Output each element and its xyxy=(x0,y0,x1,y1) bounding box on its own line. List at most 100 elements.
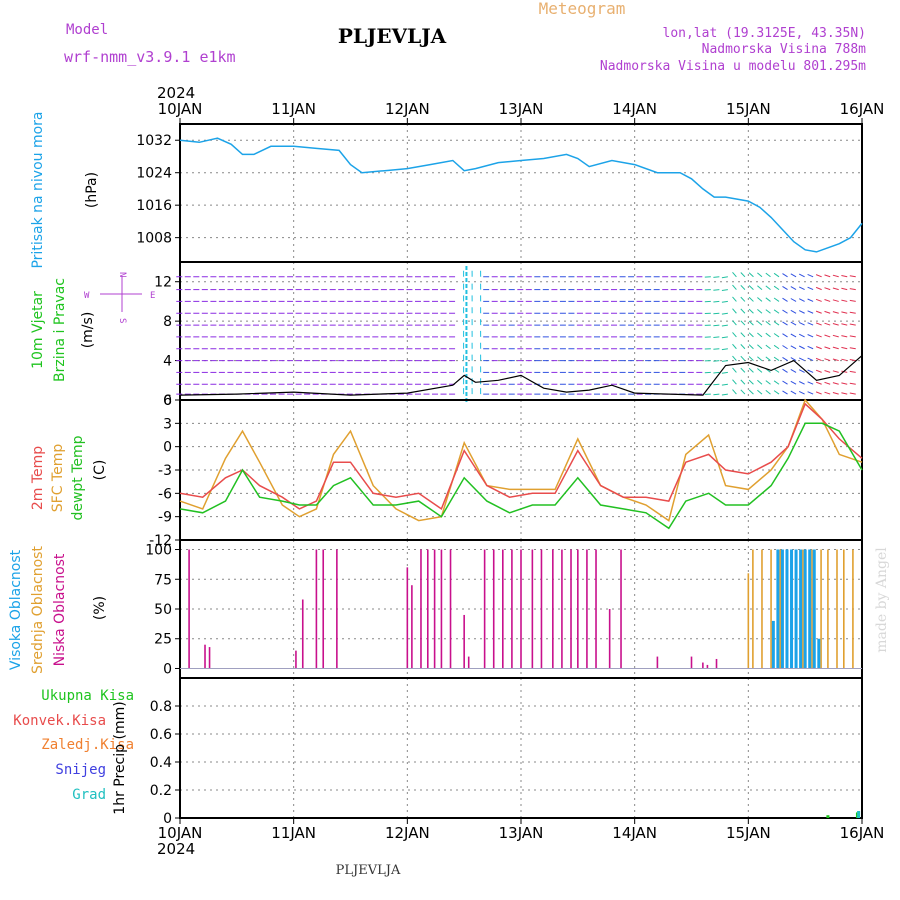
time-tick-label: 13JAN xyxy=(499,100,544,118)
wind-barb xyxy=(765,344,771,350)
wind-barb xyxy=(748,356,754,361)
wind-barb xyxy=(773,333,780,338)
wind-barb xyxy=(824,370,831,373)
elevation-label: Nadmorska Visina 788m xyxy=(702,42,867,57)
wind-barb xyxy=(815,357,822,362)
cloud-mid-label: Srednja Oblacnost xyxy=(30,546,46,674)
station-title: PLJEVLJA xyxy=(338,24,447,48)
wind-barb xyxy=(713,393,720,396)
wind-barb xyxy=(824,310,831,314)
wind-barb xyxy=(740,272,746,278)
precip-conv-label: Konvek.Kisa xyxy=(13,713,106,729)
cloud-ylabel: Visoka Oblacnost Srednja Oblacnost Niska… xyxy=(8,546,108,674)
cloud-unit: (%) xyxy=(92,596,108,620)
wind-barb xyxy=(824,381,831,385)
wind-barb xyxy=(765,380,771,385)
wind-barb xyxy=(740,355,746,361)
wind-barb xyxy=(782,368,788,373)
wind-barb xyxy=(773,344,780,350)
wind-barb xyxy=(807,381,814,385)
watermark: made by Angel xyxy=(874,547,890,653)
wind-barb xyxy=(815,346,822,350)
panel-frame xyxy=(179,261,863,401)
precip-snow-label: Snijeg xyxy=(55,762,106,778)
year-top: 2024 xyxy=(157,84,195,102)
wind-barb xyxy=(732,367,737,373)
compass-east: E xyxy=(150,291,155,301)
wind-barb xyxy=(782,297,788,302)
y-tick-label: 0 xyxy=(163,811,172,827)
y-tick-label: 6 xyxy=(163,393,172,409)
y-tick-label: 4 xyxy=(163,354,172,370)
wind-barb xyxy=(713,289,720,291)
temp-ylabel: 2m Temp SFC Temp dewpt Temp (C) xyxy=(30,435,108,520)
wind-barb xyxy=(773,285,780,291)
wind-barb xyxy=(841,346,848,350)
wind-barb xyxy=(807,391,814,395)
wind-barb xyxy=(807,298,814,302)
wind-barb xyxy=(713,383,720,386)
wind-barb xyxy=(790,380,797,385)
wind-barb xyxy=(815,298,822,302)
wind-barb xyxy=(815,286,822,291)
wind-barb xyxy=(740,389,746,395)
pressure-line xyxy=(179,137,863,253)
wind-label-1: 10m Vjetar xyxy=(30,291,46,369)
wind-barb xyxy=(740,296,746,302)
panels: 103210241016100812840630-3-6-9-121007550… xyxy=(136,123,863,827)
wind-barb xyxy=(841,287,848,291)
wind-barb xyxy=(773,321,780,326)
wind-barb xyxy=(849,382,856,385)
pressure-ylabel: Pritisak na nivou mora (hPa) xyxy=(30,111,100,268)
wind-barb xyxy=(798,369,805,373)
wind-barb xyxy=(782,345,788,350)
wind-barb xyxy=(713,324,720,327)
wind-barb xyxy=(748,389,754,395)
wind-barb xyxy=(713,300,720,303)
temperature-panel: 6 3 0 -3 -6 -9 -12 xyxy=(149,393,863,549)
wind-barb xyxy=(849,311,856,314)
model-name: wrf-nmm_v3.9.1 e1km xyxy=(64,48,236,66)
wind-barb xyxy=(798,321,805,326)
wind-barb xyxy=(757,332,763,338)
wind-barb xyxy=(757,285,763,290)
wind-barb xyxy=(748,285,754,290)
wind-barb xyxy=(798,298,805,302)
wind-barb xyxy=(732,389,737,395)
wind-barb xyxy=(740,320,746,326)
wind-ylabel: 10m Vjetar Brzina i Pravac (m/s) xyxy=(30,278,96,382)
wind-barb xyxy=(790,390,797,395)
wind-barb xyxy=(721,300,728,303)
wind-label-2: Brzina i Pravac xyxy=(52,278,68,382)
wind-barb xyxy=(757,272,763,278)
wind-barb xyxy=(832,287,839,291)
wind-barb xyxy=(765,332,771,338)
time-tick-label: 13JAN xyxy=(499,824,544,842)
wind-barb xyxy=(798,357,805,362)
wind-barb xyxy=(807,286,814,291)
wind-barb xyxy=(782,321,788,326)
precip-unit: 1hr Precip (mm) xyxy=(112,701,128,814)
lonlat-label: lon,lat (19.3125E, 43.35N) xyxy=(663,26,867,41)
wind-barb xyxy=(713,312,720,315)
y-tick-label: -6 xyxy=(158,486,172,502)
wind-barb xyxy=(798,345,805,350)
wind-barb xyxy=(790,309,797,314)
time-tick-label: 15JAN xyxy=(726,100,771,118)
wind-barb xyxy=(757,297,763,302)
wind-barb xyxy=(790,357,797,362)
wind-barb xyxy=(798,310,805,314)
wind-barb xyxy=(757,320,763,326)
wind-barb xyxy=(713,348,720,350)
wind-barb xyxy=(824,391,831,395)
wind-barb xyxy=(713,336,720,338)
wind-barb xyxy=(824,287,831,291)
wind-barb xyxy=(790,273,797,278)
wind-barb xyxy=(849,359,856,362)
pressure-label: Pritisak na nivou mora xyxy=(30,111,46,268)
y-tick-label: 1008 xyxy=(136,231,172,247)
wind-barb xyxy=(782,356,788,361)
wind-barb xyxy=(824,334,831,338)
wind-barb xyxy=(757,389,763,395)
